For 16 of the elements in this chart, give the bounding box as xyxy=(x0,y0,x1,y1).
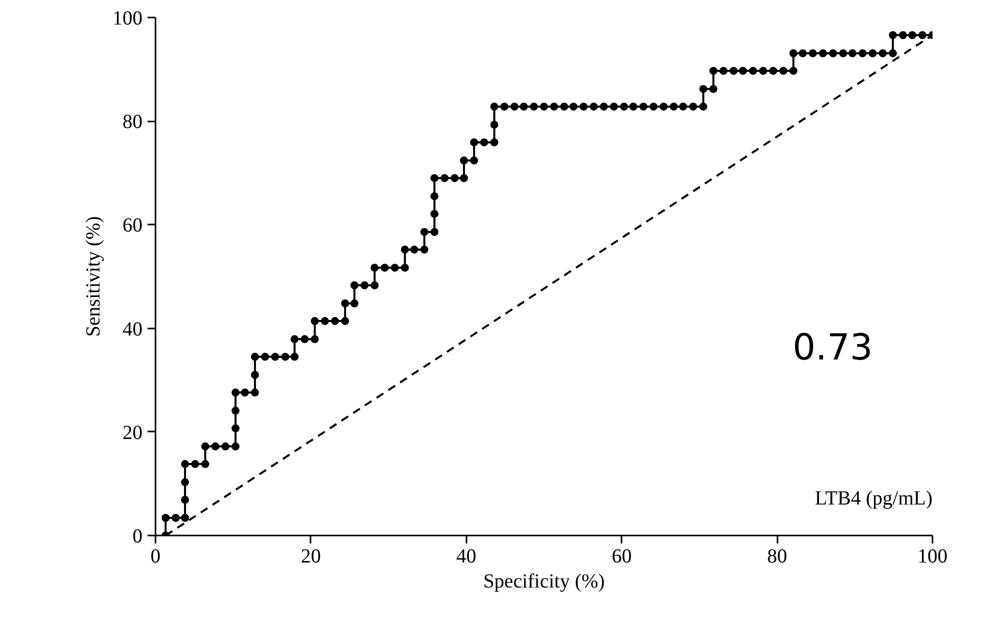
y-tick-label: 100 xyxy=(112,8,142,30)
x-axis-title: Specificity (%) xyxy=(483,570,605,592)
x-tick-label: 40 xyxy=(456,546,476,568)
x-tick-label: 60 xyxy=(612,546,632,568)
y-tick-label: 60 xyxy=(122,214,142,237)
x-tick-label: 0 xyxy=(150,546,160,568)
x-tick-label: 80 xyxy=(767,546,788,568)
y-tick-label: 80 xyxy=(122,111,142,134)
y-axis-title: Sensitivity (%) xyxy=(82,216,104,337)
y-tick-label: 0 xyxy=(132,526,142,548)
annotation: LTB4 (pg/mL) xyxy=(814,488,933,510)
x-tick-label: 100 xyxy=(918,546,948,568)
x-tick-label: 20 xyxy=(300,546,321,568)
annotation: 0.73 xyxy=(792,327,873,368)
y-tick-label: 20 xyxy=(122,422,142,444)
y-tick-label: 40 xyxy=(122,318,142,340)
